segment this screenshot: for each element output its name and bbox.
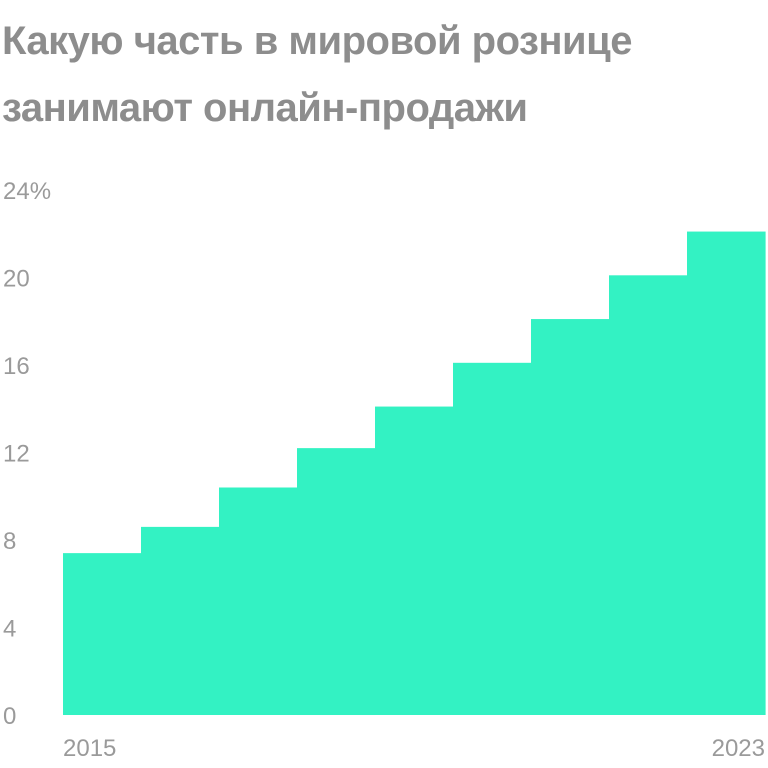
bar-2023 (687, 231, 766, 715)
bar-2015 (63, 553, 142, 716)
y-axis: 0 4 8 12 16 20 24% (3, 178, 51, 730)
x-axis: 2015 2023 (63, 735, 765, 762)
bar-2017 (219, 487, 298, 715)
bar-2018 (297, 448, 376, 716)
bar-2019 (375, 406, 454, 715)
y-tick-label: 4 (3, 616, 16, 643)
y-tick-label: 8 (3, 528, 16, 555)
y-tick-label: 12 (3, 441, 30, 468)
y-tick-label: 24% (3, 178, 51, 205)
bar-2022 (609, 275, 688, 715)
chart-title: Какую часть в мировой рознице занимают о… (2, 19, 632, 130)
y-tick-label: 20 (3, 266, 30, 293)
bar-2016 (141, 526, 220, 716)
y-tick-label: 0 (3, 703, 16, 730)
bar-2020 (453, 362, 532, 715)
bar-2021 (531, 319, 610, 715)
y-tick-label: 16 (3, 353, 30, 380)
x-tick-label-first: 2015 (63, 735, 116, 762)
x-tick-label-last: 2023 (712, 735, 765, 762)
bars-group (63, 231, 766, 716)
